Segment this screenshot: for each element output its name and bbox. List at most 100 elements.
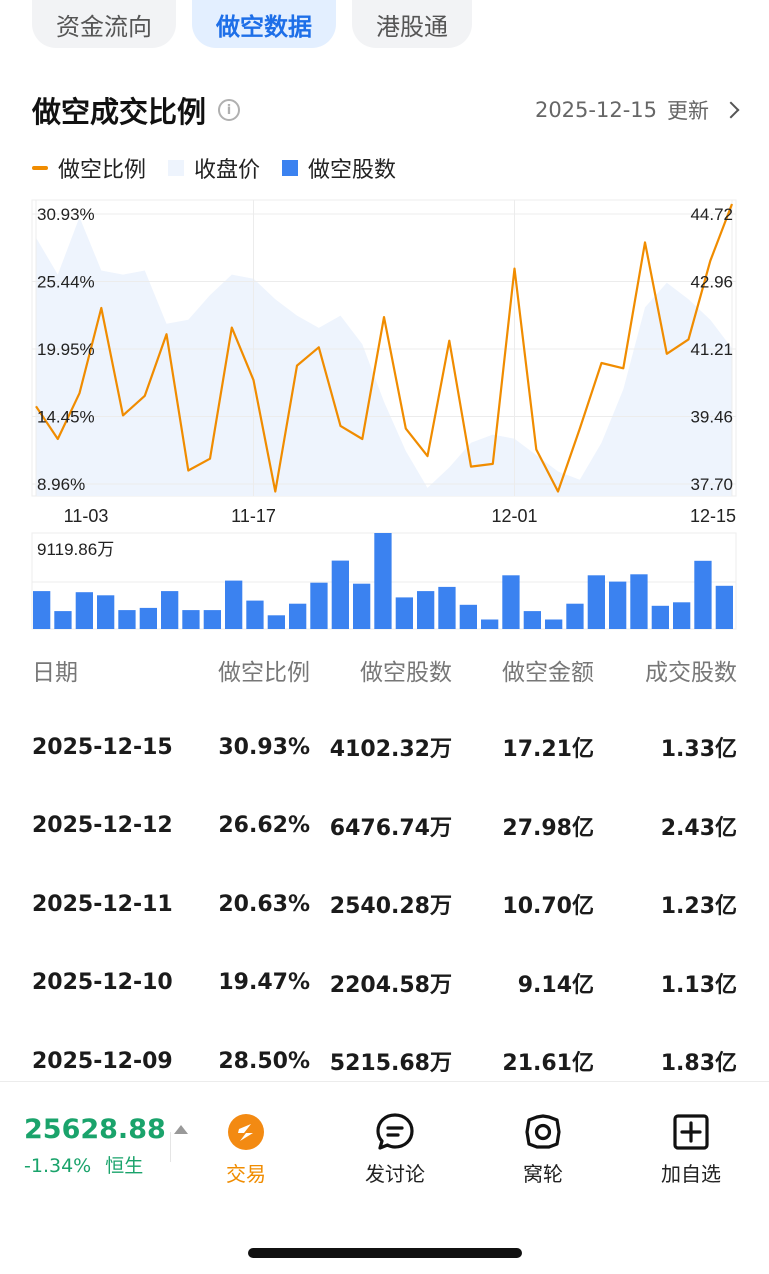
legend-price[interactable]: 收盘价 bbox=[168, 152, 260, 184]
cell-volume: 1.13亿 bbox=[660, 972, 737, 998]
short-ratio-chart[interactable]: 30.93% 25.44% 19.95% 14.45% 8.96% 44.72 42.96 4… bbox=[0, 196, 769, 536]
volume-bar bbox=[118, 610, 136, 629]
tab-connect[interactable]: 港股通 bbox=[352, 0, 472, 48]
cell-short-ratio: 20.63% bbox=[218, 891, 310, 917]
update-link[interactable]: 2025-12-15 更新 bbox=[534, 95, 740, 125]
volume-bar bbox=[438, 586, 456, 629]
cell-short-shares: 5215.68万 bbox=[329, 1051, 452, 1077]
volume-bar bbox=[225, 580, 243, 629]
cell-date: 2025-12-12 bbox=[32, 813, 173, 839]
cell-volume: 1.83亿 bbox=[660, 1051, 737, 1077]
y-left-tick-label: 19.95% bbox=[37, 340, 95, 359]
x-tick-label: 12-01 bbox=[491, 506, 537, 526]
volume-bar bbox=[310, 582, 328, 629]
short-volume-chart[interactable]: 9119.86万 bbox=[0, 530, 769, 635]
volume-bar bbox=[331, 560, 349, 629]
volume-bar bbox=[566, 603, 584, 629]
caret-up-icon bbox=[173, 1125, 188, 1134]
volume-bar bbox=[289, 603, 307, 629]
cell-short-amount: 27.98亿 bbox=[502, 815, 594, 841]
update-label: 更新 bbox=[667, 99, 709, 123]
table-row[interactable]: 2025-12-12 26.62% 6476.74万 27.98亿 2.43亿 bbox=[32, 787, 737, 866]
legend-shares[interactable]: 做空股数 bbox=[282, 152, 396, 184]
y-left-tick-label: 25.44% bbox=[37, 273, 95, 292]
nav-warrant-label: 窝轮 bbox=[523, 1162, 563, 1186]
index-name: 恒生 bbox=[105, 1155, 144, 1177]
volume-bar bbox=[417, 591, 435, 629]
header-volume: 成交股数 bbox=[645, 660, 737, 686]
cell-date: 2025-12-11 bbox=[32, 891, 173, 917]
volume-bar bbox=[395, 597, 413, 629]
section-title: 做空成交比例 bbox=[32, 95, 207, 129]
volume-bar bbox=[182, 610, 200, 629]
volume-bar bbox=[673, 602, 691, 629]
line-swatch-icon bbox=[32, 166, 48, 170]
info-icon[interactable]: i bbox=[218, 99, 241, 121]
legend-price-label: 收盘价 bbox=[194, 158, 261, 183]
tab-capital-flow[interactable]: 资金流向 bbox=[32, 0, 176, 48]
y-right-tick-label: 39.46 bbox=[690, 408, 733, 427]
warrant-icon bbox=[523, 1112, 563, 1152]
header-short-ratio: 做空比例 bbox=[218, 660, 310, 686]
cell-date: 2025-12-15 bbox=[32, 734, 173, 760]
y-left-tick-label: 30.93% bbox=[37, 205, 95, 224]
volume-bar bbox=[33, 591, 51, 629]
index-change: -1.34% bbox=[24, 1155, 92, 1177]
nav-trade[interactable]: 交易 bbox=[196, 1112, 296, 1187]
volume-bar bbox=[609, 581, 627, 629]
volume-bar bbox=[523, 611, 541, 629]
legend-ratio-label: 做空比例 bbox=[58, 158, 147, 183]
chevron-right-icon bbox=[722, 101, 740, 119]
cell-volume: 1.33亿 bbox=[660, 737, 737, 763]
nav-discuss[interactable]: 发讨论 bbox=[345, 1112, 445, 1187]
volume-bar bbox=[481, 619, 499, 629]
nav-add-watchlist[interactable]: 加自选 bbox=[641, 1112, 741, 1187]
nav-discuss-label: 发讨论 bbox=[365, 1162, 425, 1186]
bar-swatch-icon bbox=[282, 160, 299, 176]
cell-short-amount: 9.14亿 bbox=[517, 972, 594, 998]
table-row[interactable]: 2025-12-11 20.63% 2540.28万 10.70亿 1.23亿 bbox=[32, 865, 737, 944]
y-left-tick-label: 14.45% bbox=[37, 408, 95, 427]
x-tick-label: 12-15 bbox=[690, 506, 736, 526]
cell-short-shares: 4102.32万 bbox=[329, 737, 452, 763]
y-right-tick-label: 41.21 bbox=[690, 340, 733, 359]
table-header: 日期 做空比例 做空股数 做空金额 成交股数 bbox=[32, 650, 737, 690]
index-ticker[interactable]: 25628.88 -1.34% 恒生 bbox=[24, 1114, 188, 1178]
table-row[interactable]: 2025-12-15 30.93% 4102.32万 17.21亿 1.33亿 bbox=[32, 708, 737, 787]
volume-bar bbox=[694, 560, 712, 629]
volume-bar bbox=[459, 604, 477, 629]
legend-shares-label: 做空股数 bbox=[308, 158, 397, 183]
cell-short-amount: 17.21亿 bbox=[502, 737, 594, 763]
divider bbox=[170, 1132, 171, 1162]
legend-ratio[interactable]: 做空比例 bbox=[32, 152, 146, 184]
table-body: 2025-12-15 30.93% 4102.32万 17.21亿 1.33亿 … bbox=[32, 708, 737, 1101]
cell-short-shares: 2204.58万 bbox=[329, 972, 452, 998]
y-right-tick-label: 37.70 bbox=[690, 475, 733, 494]
home-indicator bbox=[248, 1248, 522, 1258]
cell-short-amount: 10.70亿 bbox=[502, 894, 594, 920]
price-area bbox=[36, 217, 732, 496]
volume-bar bbox=[246, 600, 264, 629]
volume-bar bbox=[97, 595, 115, 629]
cell-short-ratio: 26.62% bbox=[218, 813, 310, 839]
y-left-tick-label: 8.96% bbox=[37, 475, 85, 494]
header-short-amount: 做空金额 bbox=[502, 660, 594, 686]
volume-bar bbox=[374, 533, 392, 629]
area-swatch-icon bbox=[168, 160, 185, 176]
tab-short-data[interactable]: 做空数据 bbox=[192, 0, 336, 48]
nav-add-watchlist-label: 加自选 bbox=[661, 1162, 721, 1186]
volume-bar bbox=[54, 611, 72, 629]
update-date: 2025-12-15 bbox=[534, 98, 657, 122]
volume-bar bbox=[161, 591, 179, 629]
chart-legend: 做空比例 收盘价 做空股数 bbox=[32, 150, 396, 186]
header-short-shares: 做空股数 bbox=[360, 660, 452, 686]
table-row[interactable]: 2025-12-10 19.47% 2204.58万 9.14亿 1.13亿 bbox=[32, 944, 737, 1023]
volume-bar bbox=[75, 592, 93, 629]
cell-date: 2025-12-09 bbox=[32, 1048, 173, 1074]
table-row[interactable]: 2025-12-09 28.50% 5215.68万 21.61亿 1.83亿 bbox=[32, 1022, 737, 1101]
trade-icon bbox=[226, 1112, 266, 1152]
volume-bar bbox=[545, 619, 563, 629]
nav-trade-label: 交易 bbox=[226, 1162, 266, 1186]
nav-warrant[interactable]: 窝轮 bbox=[493, 1112, 593, 1187]
cell-short-ratio: 30.93% bbox=[218, 734, 310, 760]
